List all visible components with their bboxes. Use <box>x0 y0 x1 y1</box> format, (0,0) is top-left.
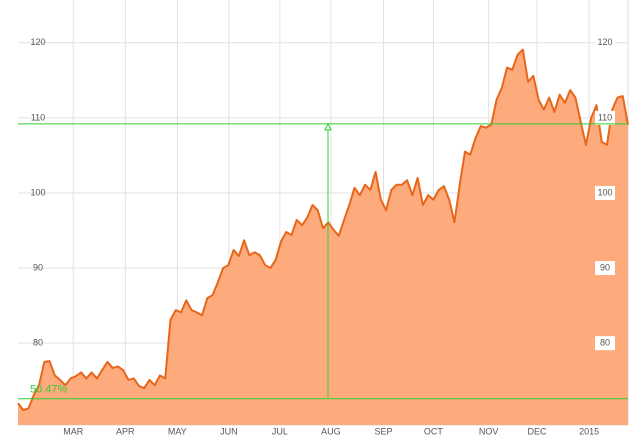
x-tick-label: JUN <box>220 426 238 436</box>
y-tick-box <box>595 35 615 50</box>
y-tick-label: 110 <box>598 112 612 122</box>
x-tick-label: 2015 <box>579 426 599 436</box>
y-tick-label: 120 <box>597 37 612 47</box>
x-tick-label: JUL <box>272 426 288 436</box>
y-tick-label: 80 <box>33 338 43 348</box>
x-tick-label: NOV <box>479 426 499 436</box>
y-tick-box <box>595 261 615 276</box>
line <box>17 48 629 411</box>
x-tick-label: OCT <box>424 426 444 436</box>
x-tick-label: MAY <box>168 426 187 436</box>
y-tick-box <box>595 110 615 125</box>
measure-arrow <box>324 122 332 131</box>
y-tick-label: 100 <box>30 187 45 197</box>
x-tick-label: SEP <box>374 426 392 436</box>
y-tick-label: 90 <box>33 262 43 272</box>
measure-label: 50.47% <box>30 384 68 396</box>
x-tick-label: APR <box>116 426 135 436</box>
y-tick-label: 100 <box>597 187 612 197</box>
y-tick-label: 120 <box>30 37 45 47</box>
x-tick-label: MAR <box>63 426 84 436</box>
y-tick-label: 110 <box>31 112 45 122</box>
y-tick-label: 90 <box>600 262 610 272</box>
y-tick-label: 80 <box>600 338 610 348</box>
x-tick-label: DEC <box>528 426 548 436</box>
area <box>18 49 628 426</box>
y-tick-box <box>595 336 615 351</box>
y-tick-box <box>595 185 615 200</box>
x-tick-label: AUG <box>321 426 341 436</box>
